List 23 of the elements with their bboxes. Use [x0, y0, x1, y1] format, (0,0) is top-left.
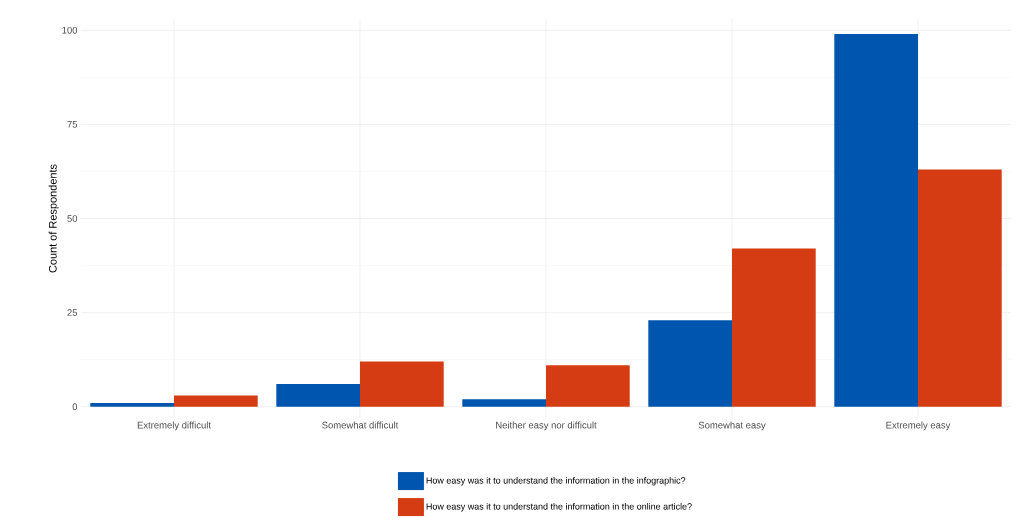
x-tick-label: Neither easy nor difficult	[496, 421, 597, 431]
x-tick-label: Extremely difficult	[137, 421, 211, 431]
bar	[360, 361, 444, 407]
bar	[276, 384, 360, 407]
bar	[90, 402, 174, 407]
y-tick-label: 75	[67, 121, 78, 128]
y-tick-label: 0	[72, 403, 78, 411]
legend-label: How easy was it to understand the information in the online article?	[426, 503, 692, 512]
bar	[918, 169, 1002, 407]
y-tick-label: 25	[67, 309, 78, 316]
bar	[834, 34, 919, 407]
bar	[174, 395, 258, 407]
x-tick-label: Somewhat difficult	[322, 421, 399, 429]
x-tick-label: Somewhat easy	[698, 421, 766, 431]
bar	[732, 248, 816, 407]
bar	[546, 365, 630, 407]
x-tick-label: Extremely easy	[886, 421, 951, 431]
bar	[648, 320, 733, 407]
legend-label: How easy was it to understand the information in the infographic?	[426, 477, 686, 486]
y-tick-label: 50	[67, 215, 78, 222]
bar	[462, 399, 547, 407]
y-axis-title: Count of Respondents	[48, 164, 59, 273]
y-tick-label: 100	[62, 26, 78, 34]
